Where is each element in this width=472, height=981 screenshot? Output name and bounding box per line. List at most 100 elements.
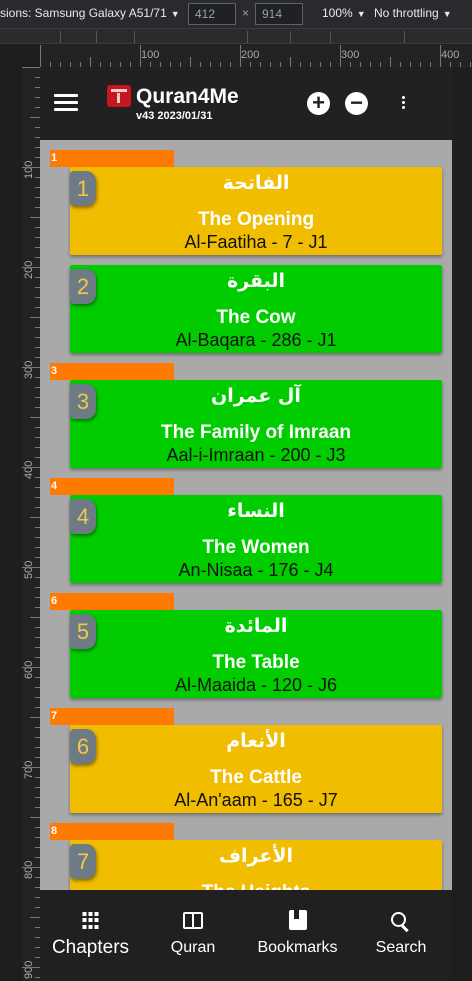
ruler-tick [340,45,341,67]
ruler-tick [30,117,40,118]
chapter-card[interactable]: 1 الفاتحة The Opening Al-Faatiha - 7 - J… [70,167,442,255]
ruler-tick [120,62,121,67]
ruler-tick [35,937,40,938]
app-version: v43 2023/01/31 [136,110,213,122]
ruler-tick [35,237,40,238]
ruler-tick [35,137,40,138]
ruler-tick [35,347,40,348]
chapter-list[interactable]: 1 1 الفاتحة The Opening Al-Faatiha - 7 -… [40,140,452,890]
chapter-english-name: The Opening [197,209,315,230]
nav-quran[interactable]: Quran [141,890,245,981]
ruler-tick [35,447,40,448]
ruler-tick [35,507,40,508]
device-selector[interactable]: sions: Samsung Galaxy A51/71 ▼ [0,6,180,20]
ruler-tick [35,377,40,378]
chapter-number-badge: 5 [70,614,96,649]
ruler-tick [35,527,40,528]
ruler-tick [100,62,101,67]
app-title: Quran4Me [136,85,239,108]
ruler-tick [35,897,40,898]
chapter-card[interactable]: 7 الأعراف The Heights [70,840,442,890]
ruler-tick [360,62,361,67]
ruler-tick [35,647,40,648]
ruler-tick [35,287,40,288]
vertical-ruler: 100 200 300 400 500 600 700 800 900 [22,67,40,981]
chapter-english-name: The Cow [216,307,296,328]
device-width-input[interactable]: 412 [188,3,236,25]
ruler-tick [22,367,40,368]
ruler-tick [140,45,141,67]
ruler-tick [35,577,40,578]
ruler-label: 400 [441,49,460,61]
ruler-tick [35,607,40,608]
ruler-tick [190,57,191,67]
ruler-label: 900 [23,960,35,979]
nav-chapters[interactable]: Chapters [40,890,141,981]
ruler-label: 400 [23,460,35,479]
ruler-tick [220,62,221,67]
chapter-english-name: The Heights [70,882,442,890]
ruler-tick [22,767,40,768]
ruler-tick [35,277,40,278]
ruler-tick [35,357,40,358]
ruler-tick [35,387,40,388]
ruler-tick [30,617,40,618]
chapter-card[interactable]: 2 البقرة The Cow Al-Baqara - 286 - J1 [70,265,442,353]
ruler-tick [35,957,40,958]
chevron-down-icon: ▼ [442,9,452,19]
chapter-number-badge: 6 [70,729,96,764]
ruler-tick [35,207,40,208]
chapter-card[interactable]: 6 الأنعام The Cattle Al-An'aam - 165 - J… [70,725,442,813]
ruler-tick [40,45,41,67]
ruler-tick [35,707,40,708]
ruler-tick [35,327,40,328]
chapter-meta: Al-Maaida - 120 - J6 [174,675,338,695]
menu-icon[interactable] [54,94,78,112]
ruler-tick [35,657,40,658]
chapter-card[interactable]: 4 النساء The Women An-Nisaa - 176 - J4 [70,495,442,583]
chapter-number-badge: 3 [70,384,96,419]
ruler-tick [35,557,40,558]
ruler-tick [35,337,40,338]
nav-search[interactable]: Search [350,890,452,981]
book-icon [183,912,203,929]
ruler-tick [35,927,40,928]
ruler-label: 500 [23,560,35,579]
ruler-tick [35,627,40,628]
chapter-meta: Al-An'aam - 165 - J7 [174,790,338,810]
device-height-input[interactable]: 914 [255,3,303,25]
zoom-out-button[interactable]: − [345,92,368,115]
ruler-tick [250,62,251,67]
ruler-tick [160,62,161,67]
ruler-label: 300 [341,49,360,61]
chapter-english-name: The Table [212,652,300,673]
ruler-tick [240,45,241,67]
chapter-card[interactable]: 5 المائدة The Table Al-Maaida - 120 - J6 [70,610,442,698]
ruler-tick [280,62,281,67]
ruler-label: 100 [141,49,160,61]
chapter-card[interactable]: 3 آل عمران The Family of Imraan Aal-i-Im… [70,380,442,468]
ruler-tick [35,187,40,188]
chapter-number-badge: 1 [70,171,96,206]
zoom-in-button[interactable]: + [307,92,330,115]
ruler-tick [380,62,381,67]
ruler-tick [35,797,40,798]
ruler-tick [35,757,40,758]
throttle-selector[interactable]: No throttling ▼ [374,6,452,20]
ruler-tick [35,637,40,638]
ruler-tick [35,477,40,478]
horizontal-ruler: 100 200 300 400 [40,45,472,67]
nav-bookmarks[interactable]: Bookmarks [245,890,350,981]
ruler-tick [35,697,40,698]
chapter-arabic-name: الأنعام [226,730,286,752]
zoom-selector[interactable]: 100% ▼ [322,6,366,20]
ruler-tick [30,717,40,718]
ruler-tick [35,157,40,158]
more-options-icon[interactable] [402,96,406,110]
ruler-tick [35,587,40,588]
ruler-tick [300,62,301,67]
ruler-tick [30,817,40,818]
juz-marker: 3 [50,363,174,380]
ruler-tick [370,62,371,67]
ruler-tick [30,417,40,418]
